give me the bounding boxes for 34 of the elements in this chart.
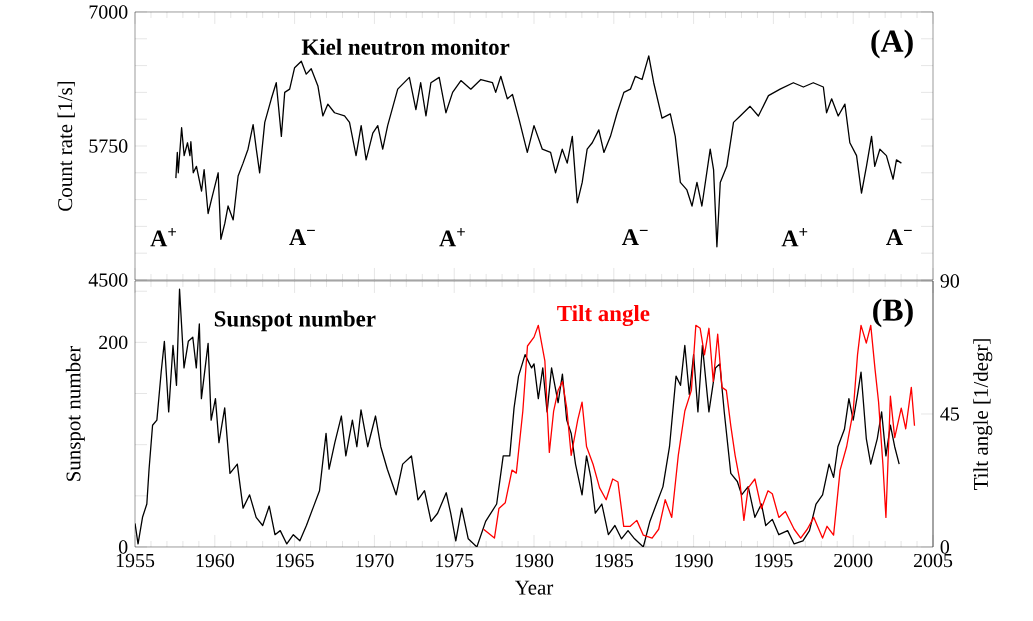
series-label: Tilt angle [557,305,650,327]
annotation: A$^{+}$ [439,227,465,247]
x-tick-label: 1960 [196,553,234,568]
y-axis-title: Sunspot number [65,345,85,481]
y-axis-title: Count rate [1/s] [57,81,75,211]
y2-tick-label: 90 [940,274,960,288]
x-tick-label: 1990 [675,553,713,568]
annotation: A$^{+}$ [781,227,808,247]
y2-tick-label: 45 [940,407,959,421]
x-tick-label: 1965 [276,553,314,568]
y2-tick-label: 0 [940,540,950,554]
x-tick-label: 1995 [755,553,793,568]
annotation: (B) [873,298,913,328]
y-tick-label: 4500 [88,273,128,287]
annotation: A$^{+}$ [150,227,177,247]
annotation: A$^{−}$ [289,229,315,245]
x-axis-title: Year [514,580,554,595]
y-tick-label: 7000 [89,5,128,19]
annotation: (A) [871,29,913,59]
y-tick-label: 5750 [89,139,128,153]
x-tick-label: 1955 [116,553,155,568]
y-tick-label: 200 [99,335,128,350]
x-tick-label: 1980 [515,553,554,568]
x-tick-label: 1975 [436,553,474,568]
annotation: A$^{−}$ [886,229,912,245]
x-tick-label: 2000 [834,553,873,568]
series-label: Sunspot number [214,310,376,332]
series-label: Kiel neutron monitor [301,38,510,55]
annotation: A$^{−}$ [621,229,648,245]
x-tick-label: 1985 [595,553,633,568]
y2-axis-title: Tilt angle [1/degr] [973,339,993,490]
y-tick-label: 0 [118,540,128,554]
x-tick-label: 2005 [913,553,953,568]
x-tick-label: 1970 [356,553,394,568]
